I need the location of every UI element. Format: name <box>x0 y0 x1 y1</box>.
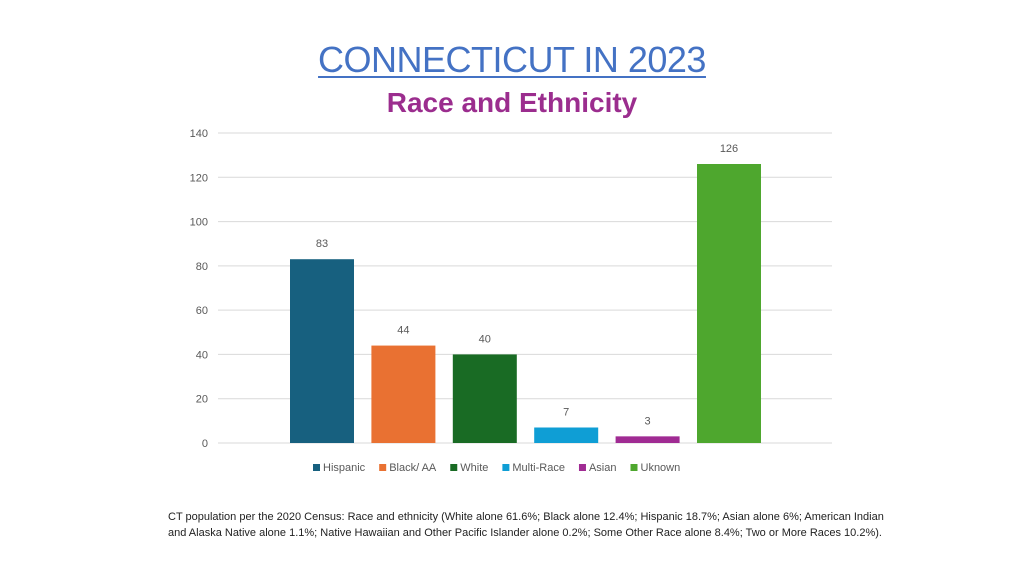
y-tick-label: 120 <box>190 172 208 184</box>
legend-label: Hispanic <box>323 462 366 474</box>
data-label: 44 <box>397 325 409 337</box>
bar-black-aa <box>371 345 436 443</box>
data-label: 7 <box>563 407 569 419</box>
data-label: 40 <box>479 333 491 345</box>
y-tick-label: 140 <box>190 128 208 140</box>
page-title: CONNECTICUT IN 2023 <box>318 39 706 80</box>
census-footnote: CT population per the 2020 Census: Race … <box>168 511 884 539</box>
legend-label: Black/ AA <box>389 462 437 474</box>
legend-swatch <box>502 464 510 471</box>
bar-hispanic <box>290 259 354 443</box>
y-tick-label: 80 <box>196 261 208 273</box>
bar-white <box>452 354 517 443</box>
legend-label: Multi-Race <box>512 462 565 474</box>
data-label: 3 <box>645 415 651 427</box>
page-subtitle: Race and Ethnicity <box>386 87 638 118</box>
legend-label: Uknown <box>641 462 681 474</box>
data-label: 83 <box>316 238 328 250</box>
y-tick-label: 40 <box>196 349 208 361</box>
y-tick-label: 100 <box>190 217 208 229</box>
bar-multi-race <box>534 427 599 443</box>
legend-swatch <box>313 464 320 471</box>
bar-asian <box>615 436 680 443</box>
legend-swatch <box>630 464 638 471</box>
y-tick-label: 60 <box>196 305 208 317</box>
y-tick-label: 20 <box>196 394 208 406</box>
legend-swatch <box>379 464 387 471</box>
legend-label: Asian <box>589 462 617 474</box>
legend-swatch <box>450 464 458 471</box>
y-tick-label: 0 <box>202 438 208 450</box>
legend-label: White <box>460 462 488 474</box>
legend-swatch <box>578 464 586 471</box>
data-label: 126 <box>720 143 738 155</box>
bar-uknown <box>697 164 761 443</box>
bar-chart: 0 20 40 60 80 100 120 140 83 44 40 7 3 126 Hispanic Bla… <box>190 128 832 474</box>
